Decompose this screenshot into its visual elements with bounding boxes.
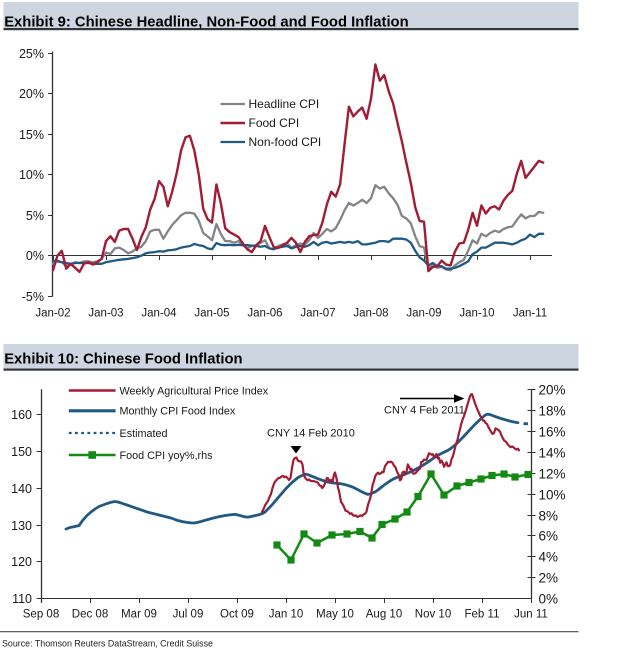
svg-text:Aug 10: Aug 10 bbox=[366, 609, 402, 621]
svg-text:Exhibit 9: Chinese Headline, N: Exhibit 9: Chinese Headline, Non-Food an… bbox=[4, 15, 408, 31]
svg-text:140: 140 bbox=[11, 482, 32, 496]
svg-text:Jan-09: Jan-09 bbox=[406, 308, 441, 320]
svg-text:5%: 5% bbox=[26, 209, 44, 223]
svg-text:120: 120 bbox=[11, 555, 32, 569]
svg-text:Nov 10: Nov 10 bbox=[415, 609, 451, 621]
svg-text:18%: 18% bbox=[539, 403, 566, 418]
svg-text:Weekly Agricultural Price Inde: Weekly Agricultural Price Index bbox=[120, 385, 269, 397]
svg-text:May 10: May 10 bbox=[316, 609, 354, 621]
svg-text:Jan-02: Jan-02 bbox=[35, 308, 70, 320]
svg-text:20%: 20% bbox=[19, 87, 44, 101]
svg-text:Food CPI yoy%,rhs: Food CPI yoy%,rhs bbox=[120, 450, 214, 462]
svg-text:Non-food CPI: Non-food CPI bbox=[249, 135, 322, 149]
svg-text:Exhibit 10: Chinese Food Infla: Exhibit 10: Chinese Food Inflation bbox=[4, 352, 242, 368]
svg-text:CNY 14 Feb 2010: CNY 14 Feb 2010 bbox=[267, 428, 355, 440]
svg-text:10%: 10% bbox=[539, 487, 566, 502]
svg-text:Jan-11: Jan-11 bbox=[513, 308, 547, 320]
svg-text:160: 160 bbox=[11, 408, 32, 422]
svg-text:CNY 4 Feb 2011: CNY 4 Feb 2011 bbox=[384, 405, 465, 417]
svg-text:2%: 2% bbox=[539, 570, 559, 585]
svg-text:Headline CPI: Headline CPI bbox=[249, 97, 320, 111]
svg-text:Jan 10: Jan 10 bbox=[269, 609, 304, 621]
svg-text:110: 110 bbox=[12, 592, 32, 606]
svg-text:16%: 16% bbox=[539, 424, 566, 439]
svg-text:Source: Thomson Reuters DataSt: Source: Thomson Reuters DataStream, Cred… bbox=[2, 639, 213, 649]
svg-text:14%: 14% bbox=[539, 445, 566, 460]
svg-text:Jan-03: Jan-03 bbox=[88, 308, 123, 320]
svg-text:Mar 09: Mar 09 bbox=[121, 609, 157, 621]
svg-text:0%: 0% bbox=[539, 591, 559, 606]
svg-text:Jan-05: Jan-05 bbox=[194, 308, 229, 320]
svg-text:Jan-08: Jan-08 bbox=[353, 308, 388, 320]
svg-text:15%: 15% bbox=[19, 128, 44, 142]
svg-text:Jul 09: Jul 09 bbox=[173, 609, 204, 621]
svg-text:10%: 10% bbox=[19, 168, 44, 182]
svg-text:Jun 11: Jun 11 bbox=[514, 609, 548, 621]
svg-text:Food CPI: Food CPI bbox=[249, 116, 300, 130]
svg-text:-5%: -5% bbox=[22, 290, 44, 304]
svg-text:Jan-10: Jan-10 bbox=[459, 308, 494, 320]
svg-text:Sep 08: Sep 08 bbox=[23, 609, 59, 621]
svg-text:150: 150 bbox=[11, 445, 32, 459]
svg-text:Dec 08: Dec 08 bbox=[72, 609, 108, 621]
svg-text:25%: 25% bbox=[19, 47, 44, 61]
svg-text:12%: 12% bbox=[539, 466, 566, 481]
svg-text:Jan-07: Jan-07 bbox=[300, 308, 335, 320]
svg-text:Jan-04: Jan-04 bbox=[141, 308, 177, 320]
svg-text:Feb 11: Feb 11 bbox=[465, 609, 500, 621]
svg-text:20%: 20% bbox=[539, 382, 566, 397]
svg-text:Monthly CPI Food Index: Monthly CPI Food Index bbox=[120, 406, 236, 418]
svg-text:6%: 6% bbox=[539, 528, 559, 543]
svg-text:Jan-06: Jan-06 bbox=[247, 308, 282, 320]
svg-text:Estimated: Estimated bbox=[120, 428, 168, 440]
svg-text:130: 130 bbox=[11, 519, 32, 533]
svg-text:4%: 4% bbox=[539, 549, 559, 564]
svg-text:Oct 09: Oct 09 bbox=[220, 609, 254, 621]
svg-text:0%: 0% bbox=[26, 249, 44, 263]
svg-text:8%: 8% bbox=[539, 508, 559, 523]
